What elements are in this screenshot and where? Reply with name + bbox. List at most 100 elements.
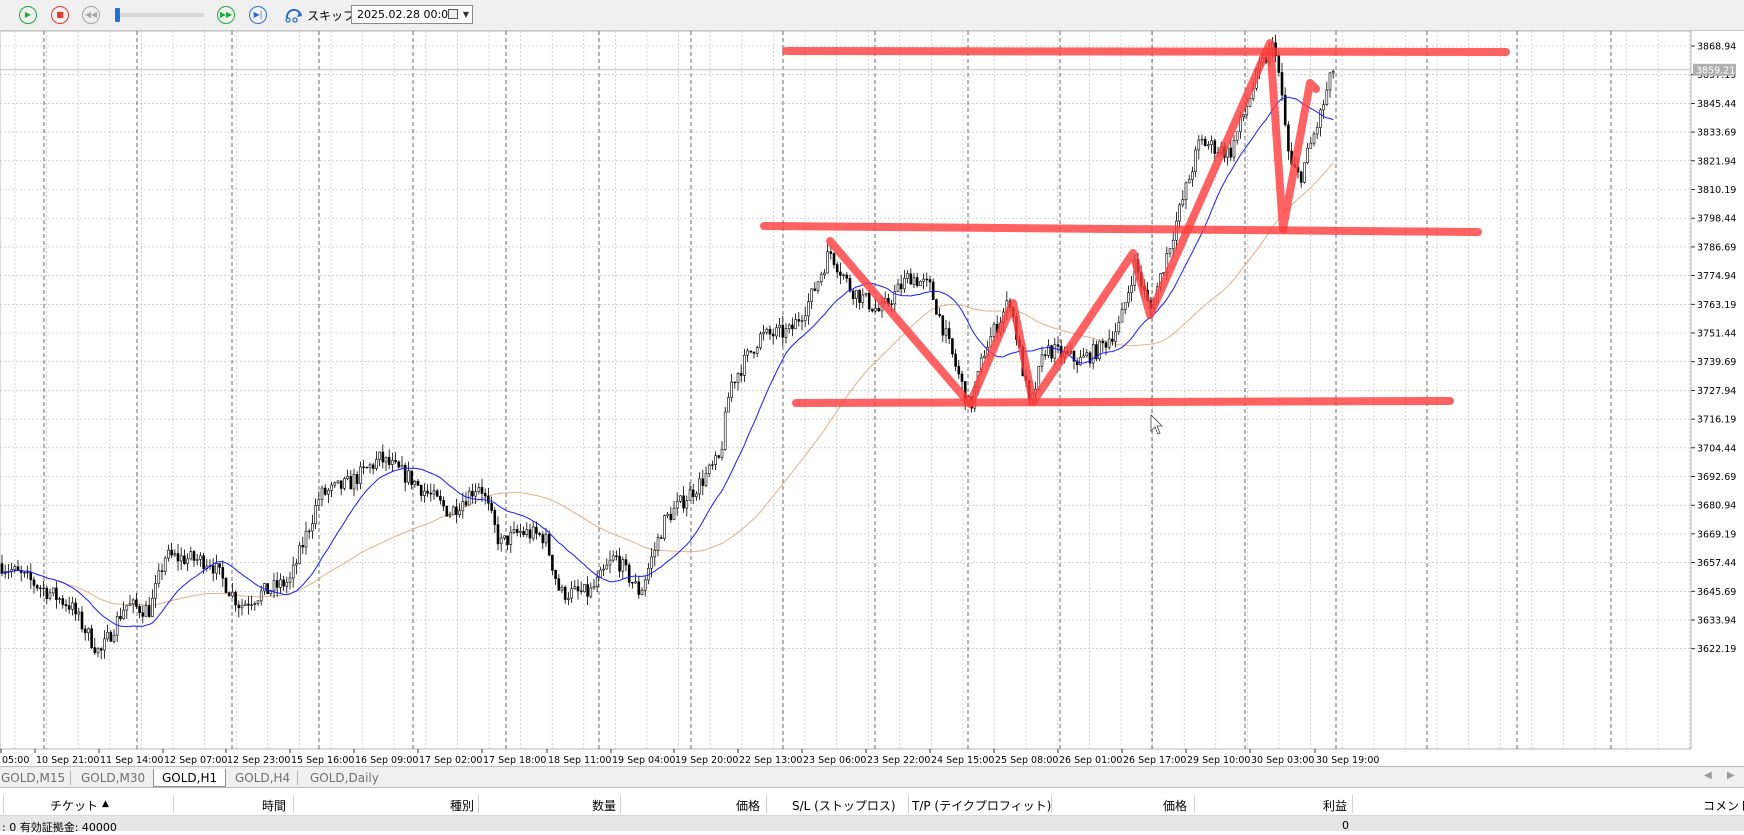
- price-tick-label: 3845.44: [1697, 99, 1736, 110]
- candle-body: [512, 529, 516, 533]
- tab-gold-m15[interactable]: GOLD,M15: [1, 771, 66, 785]
- step-forward-button[interactable]: ▶|: [249, 6, 267, 24]
- candle-body: [579, 590, 583, 592]
- tab-gold-daily[interactable]: GOLD,Daily: [310, 771, 379, 785]
- fast-forward-icon: ▶▶: [219, 10, 233, 19]
- candle-body: [583, 584, 586, 592]
- candle-body: [394, 460, 397, 463]
- candlestick-series: [0, 34, 1335, 660]
- candle-body: [106, 631, 109, 640]
- candle-body: [829, 251, 833, 254]
- candle-body: [83, 628, 87, 634]
- candle-body: [1123, 302, 1127, 310]
- candle-body: [842, 274, 845, 277]
- price-tick-label: 3868.94: [1697, 42, 1736, 53]
- candle-body: [413, 480, 417, 486]
- candle-body: [192, 551, 196, 561]
- candle-body: [240, 605, 244, 609]
- column-profit[interactable]: 利益: [1323, 799, 1348, 813]
- candle-body: [733, 381, 737, 384]
- candle-body: [387, 457, 391, 465]
- skip-date-input[interactable]: 2025.02.28 00:00 ▼: [351, 5, 473, 24]
- speed-slider-thumb[interactable]: [115, 8, 120, 22]
- play-button[interactable]: ▶: [19, 6, 37, 24]
- candle-body: [640, 589, 644, 595]
- ma-slow-polyline: [1, 162, 1334, 606]
- speed-slider-track[interactable]: [116, 13, 204, 17]
- price-tick-label: 3739.69: [1697, 357, 1736, 368]
- sort-ascending-icon: ▲: [102, 799, 109, 809]
- candle-body: [845, 274, 849, 279]
- column-volume[interactable]: 数量: [592, 799, 617, 813]
- candle-body: [1168, 248, 1172, 254]
- candle-body: [55, 587, 58, 600]
- drawn-annotations[interactable]: [760, 39, 1510, 408]
- column-type[interactable]: 種別: [450, 799, 475, 813]
- candle-body: [285, 581, 289, 587]
- candle-body: [275, 580, 279, 588]
- column-time[interactable]: 時間: [262, 799, 287, 813]
- candle-body: [816, 281, 820, 291]
- candle-body: [1203, 138, 1207, 147]
- skip-label[interactable]: スキップ: [307, 9, 356, 23]
- column-comment[interactable]: コメント: [1703, 799, 1744, 813]
- candle-body: [704, 473, 708, 486]
- price-tick-label: 3798.44: [1697, 214, 1736, 225]
- candle-body: [371, 464, 375, 469]
- candle-body: [1072, 350, 1076, 362]
- tab-gold-m30[interactable]: GOLD,M30: [81, 771, 146, 785]
- candle-body: [317, 499, 321, 506]
- skip-date-value: 2025.02.28 00:00: [357, 8, 456, 21]
- candle-body: [282, 579, 285, 587]
- candle-body: [71, 602, 74, 610]
- candle-body: [451, 506, 455, 516]
- tabs-scroll-right-icon[interactable]: ▶: [1727, 770, 1735, 781]
- skip-icon[interactable]: [284, 6, 304, 24]
- price-tick-label: 3716.19: [1697, 415, 1736, 426]
- candle-body: [199, 555, 202, 560]
- candle-body: [909, 273, 913, 285]
- time-tick-label: 10 Sep 21:00: [36, 755, 99, 766]
- column-stop-loss[interactable]: S/L (ストップロス): [792, 799, 896, 813]
- candle-body: [0, 563, 4, 574]
- candle-body: [211, 565, 215, 574]
- candle-body: [544, 533, 548, 544]
- candle-body: [163, 557, 167, 572]
- total-profit-value: 0: [1342, 819, 1349, 832]
- stop-button[interactable]: ■: [51, 6, 69, 24]
- candle-body: [311, 523, 314, 532]
- candle-body: [1075, 360, 1079, 366]
- column-take-profit[interactable]: T/P (テイクプロフィット): [912, 799, 1052, 813]
- candle-body: [1171, 239, 1175, 250]
- column-ticket[interactable]: チケット: [50, 799, 99, 813]
- candle-body: [707, 464, 711, 475]
- column-price[interactable]: 価格: [736, 799, 761, 813]
- fast-forward-button[interactable]: ▶▶: [217, 6, 235, 24]
- price-tick-label: 3622.19: [1697, 644, 1736, 655]
- candle-body: [304, 530, 308, 548]
- stop-icon: ■: [56, 10, 64, 19]
- candle-body: [944, 328, 948, 336]
- candle-body: [352, 474, 356, 490]
- tab-gold-h4[interactable]: GOLD,H4: [235, 771, 291, 785]
- tabs-scroll-left-icon[interactable]: ◀: [1704, 770, 1712, 781]
- candle-body: [323, 487, 327, 495]
- candle-body: [227, 592, 231, 597]
- candle-body: [938, 314, 941, 316]
- price-tick-label: 3774.94: [1697, 271, 1736, 282]
- candle-body: [1242, 114, 1245, 117]
- calendar-icon[interactable]: [448, 9, 458, 19]
- price-chart[interactable]: 3868.943857.193845.443833.693821.943810.…: [0, 31, 1744, 766]
- candle-body: [42, 587, 45, 590]
- candle-body: [480, 487, 484, 494]
- candle-body: [749, 350, 753, 353]
- candle-body: [13, 566, 17, 570]
- candle-body: [39, 587, 42, 590]
- rewind-button[interactable]: ◀◀: [82, 6, 100, 24]
- mouse-cursor-icon: [1150, 414, 1163, 435]
- tab-gold-h1[interactable]: GOLD,H1: [153, 769, 227, 787]
- column-current-price[interactable]: 価格: [1163, 799, 1188, 813]
- candle-body: [826, 251, 829, 274]
- candle-body: [90, 628, 93, 648]
- chevron-down-icon[interactable]: ▼: [462, 10, 469, 19]
